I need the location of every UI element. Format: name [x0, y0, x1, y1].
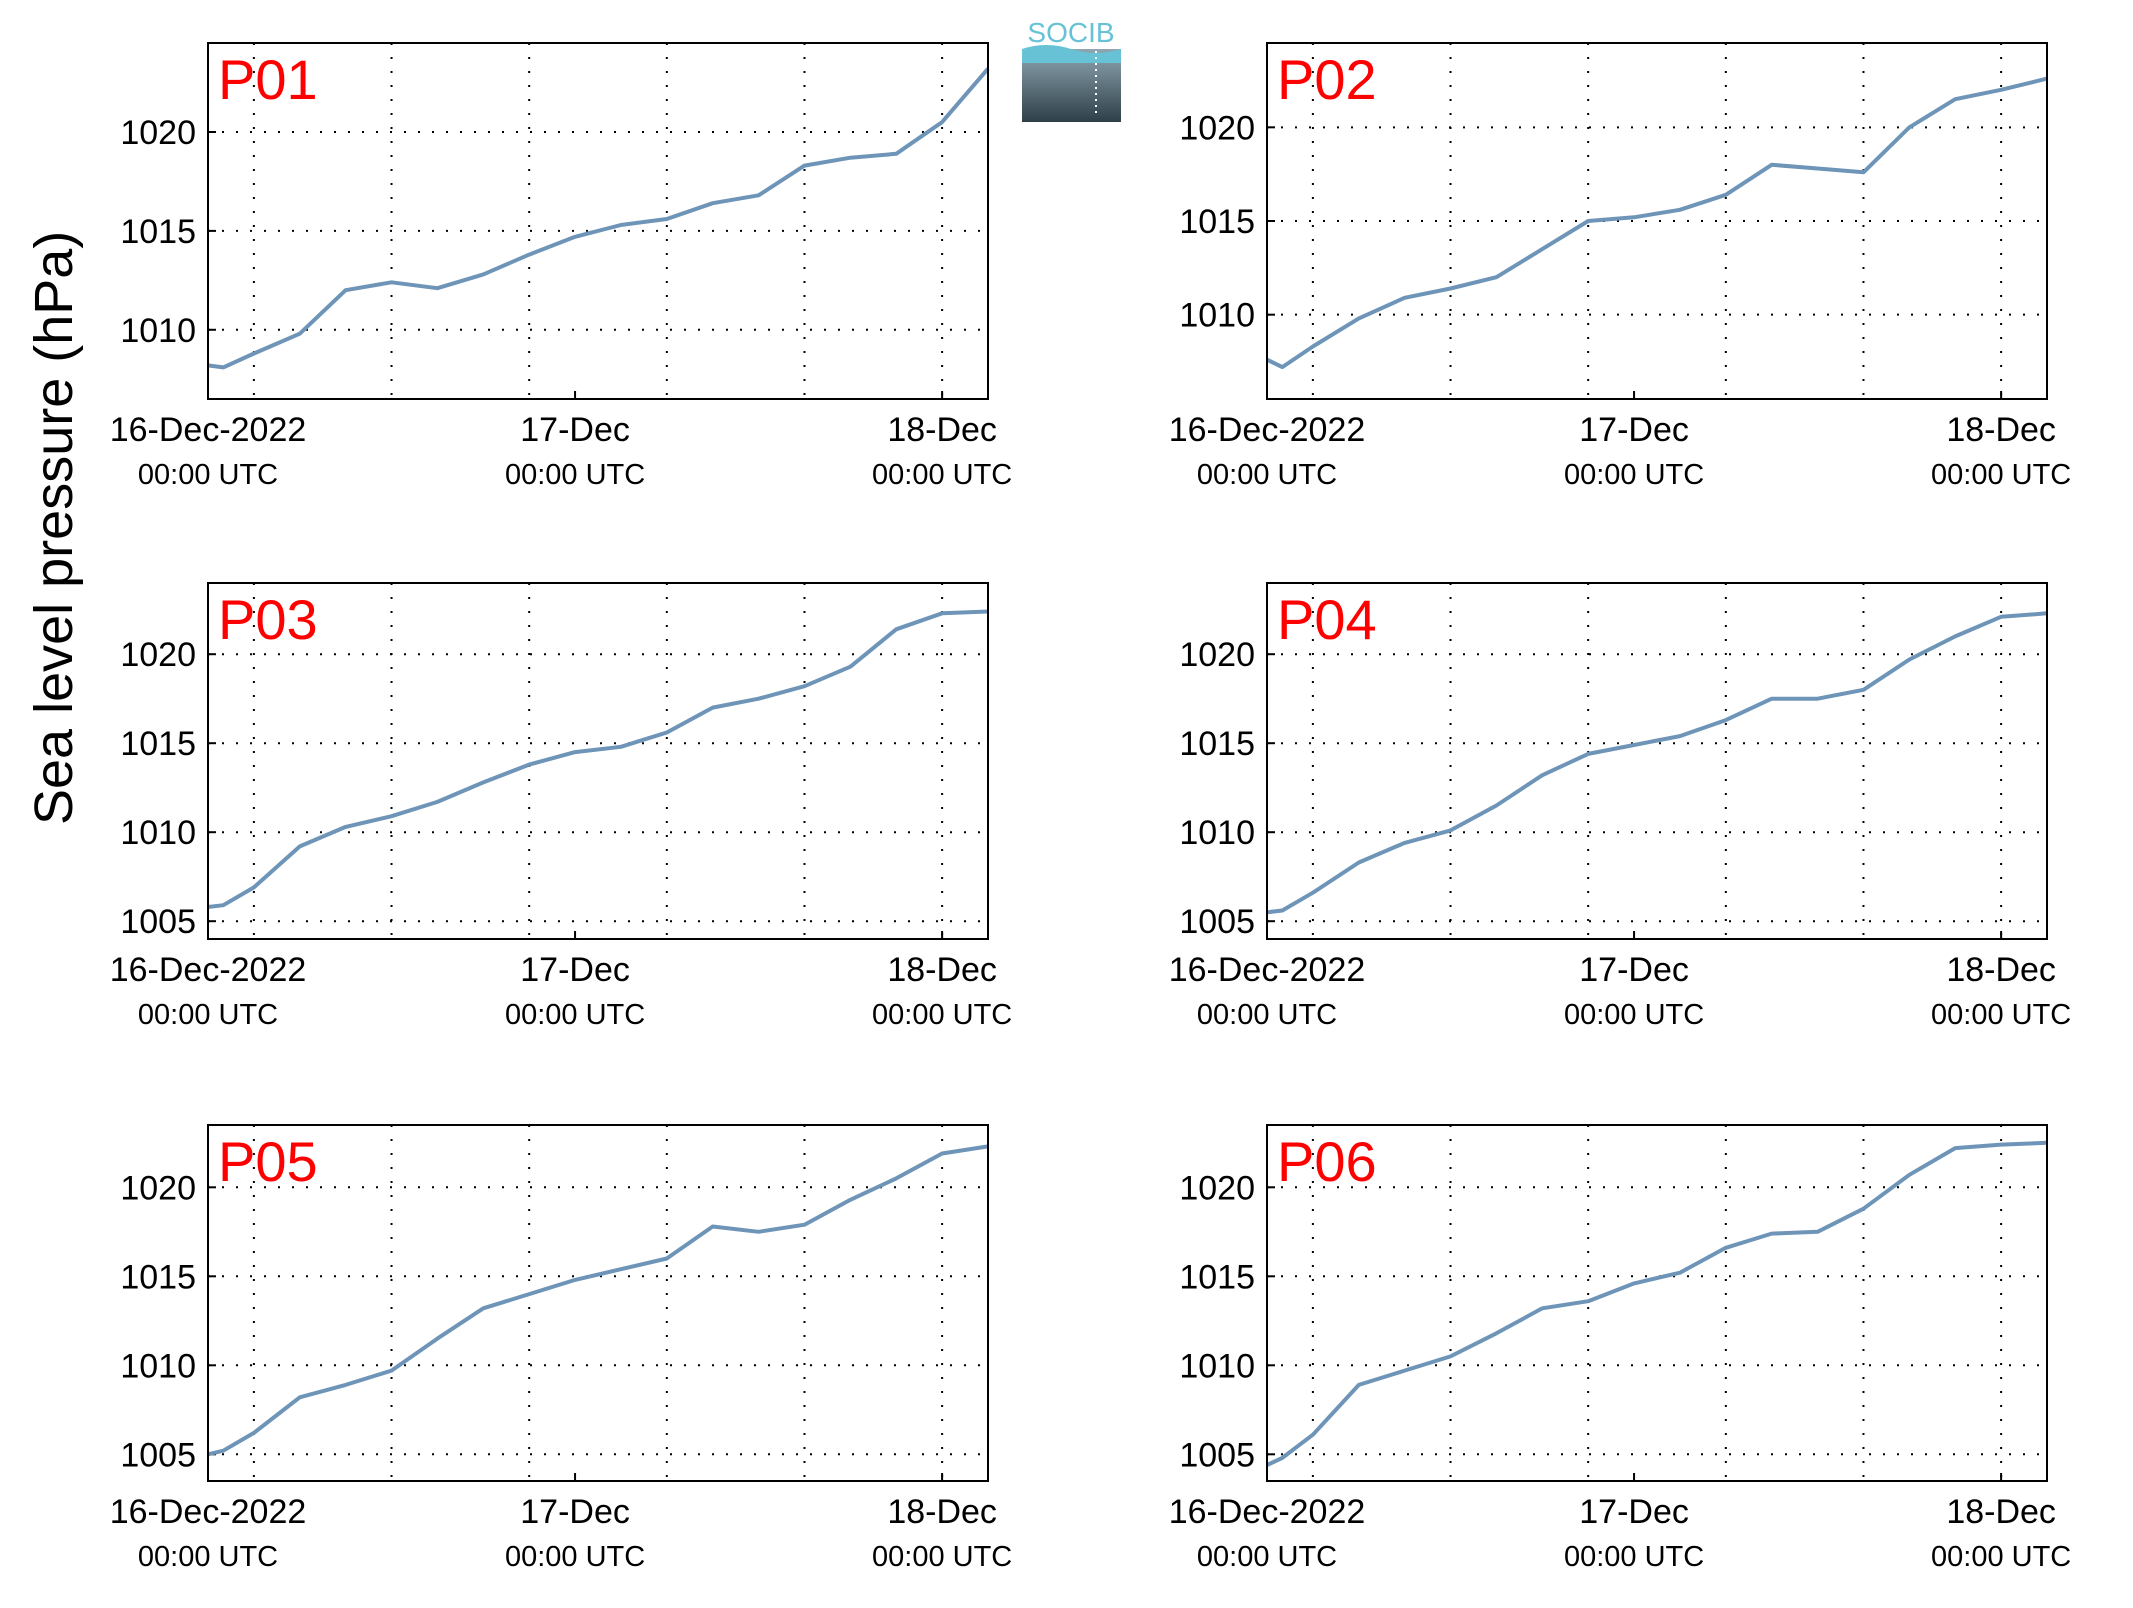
- panel-p03: 1005 1010 1015 1020 16-Dec-2022 00:00 UTC 17-D…: [110, 582, 1012, 1031]
- x-tick-time-label: 00:00 UTC: [1197, 459, 1337, 491]
- axes-frame: [1266, 1124, 2048, 1482]
- x-tick-date-label: 18-Dec: [887, 1493, 997, 1531]
- x-tick-time-label: 00:00 UTC: [1564, 1541, 1704, 1573]
- x-tick-date-label: 18-Dec: [1946, 1493, 2056, 1531]
- x-tick-time-label: 00:00 UTC: [1931, 1541, 2071, 1573]
- x-tick-date-label: 17-Dec: [1579, 951, 1689, 989]
- y-tick-label: 1015: [120, 1258, 196, 1296]
- y-tick-label: 1015: [1179, 725, 1255, 763]
- y-tick-label: 1015: [1179, 203, 1255, 241]
- x-tick-time-label: 00:00 UTC: [1564, 999, 1704, 1031]
- socib-logo-text: SOCIB: [1027, 17, 1114, 48]
- panel-label: P05: [218, 1130, 318, 1193]
- x-tick-date-label: 16-Dec-2022: [110, 1493, 307, 1531]
- x-tick-date-label: 18-Dec: [1946, 951, 2056, 989]
- x-tick-date-label: 17-Dec: [520, 1493, 630, 1531]
- y-tick-label: 1010: [120, 1347, 196, 1385]
- y-tick-label: 1015: [120, 725, 196, 763]
- panel-label: P02: [1277, 48, 1377, 111]
- axes-frame: [1266, 582, 2048, 940]
- x-tick-date-label: 18-Dec: [1946, 411, 2056, 449]
- x-tick-time-label: 00:00 UTC: [505, 999, 645, 1031]
- x-tick-time-label: 00:00 UTC: [1931, 999, 2071, 1031]
- x-tick-time-label: 00:00 UTC: [1564, 459, 1704, 491]
- y-tick-label: 1005: [1179, 1436, 1255, 1474]
- y-tick-label: 1020: [120, 636, 196, 674]
- x-tick-date-label: 16-Dec-2022: [1169, 951, 1366, 989]
- axes-frame: [207, 1124, 989, 1482]
- panel-p06: 1005 1010 1015 1020 16-Dec-2022 00:00 UTC 17-D…: [1169, 1124, 2071, 1573]
- x-tick-date-label: 16-Dec-2022: [110, 951, 307, 989]
- x-tick-date-label: 17-Dec: [1579, 411, 1689, 449]
- y-tick-label: 1010: [1179, 814, 1255, 852]
- y-tick-label: 1015: [120, 213, 196, 251]
- socib-logo: SOCIB: [1022, 17, 1121, 122]
- y-tick-label: 1020: [1179, 636, 1255, 674]
- x-tick-date-label: 16-Dec-2022: [1169, 411, 1366, 449]
- pressure-series-line: [207, 1144, 989, 1457]
- y-tick-label: 1010: [120, 814, 196, 852]
- pressure-series-line: [207, 67, 990, 370]
- x-tick-time-label: 00:00 UTC: [138, 1541, 278, 1573]
- axes-frame: [207, 42, 989, 400]
- x-tick-date-label: 17-Dec: [1579, 1493, 1689, 1531]
- x-tick-date-label: 17-Dec: [520, 951, 630, 989]
- panel-p04: 1005 1010 1015 1020 16-Dec-2022 00:00 UTC 17-D…: [1169, 582, 2071, 1031]
- y-tick-label: 1010: [1179, 297, 1255, 335]
- panel-label: P06: [1277, 1130, 1377, 1193]
- x-tick-time-label: 00:00 UTC: [1197, 999, 1337, 1031]
- y-tick-label: 1020: [1179, 1169, 1255, 1207]
- pressure-series-line: [1266, 76, 2048, 370]
- y-tick-label: 1010: [120, 312, 196, 350]
- panel-label: P03: [218, 588, 318, 651]
- y-tick-label: 1020: [120, 1169, 196, 1207]
- panel-p01: 1010 1015 1020 16-Dec-2022 00:00 UTC 17-Dec 00…: [110, 42, 1012, 491]
- x-tick-time-label: 00:00 UTC: [872, 459, 1012, 491]
- x-tick-time-label: 00:00 UTC: [1931, 459, 2071, 491]
- x-tick-date-label: 16-Dec-2022: [110, 411, 307, 449]
- pressure-series-line: [1266, 1140, 2048, 1467]
- y-tick-label: 1005: [120, 1436, 196, 1474]
- panel-p05: 1005 1010 1015 1020 16-Dec-2022 00:00 UTC 17-D…: [110, 1124, 1012, 1573]
- x-tick-time-label: 00:00 UTC: [138, 459, 278, 491]
- x-tick-date-label: 18-Dec: [887, 951, 997, 989]
- panel-label: P04: [1277, 588, 1377, 651]
- y-tick-label: 1020: [1179, 109, 1255, 147]
- panel-label: P01: [218, 48, 318, 111]
- panel-p02: 1010 1015 1020 16-Dec-2022 00:00 UTC 17-Dec 00…: [1169, 42, 2071, 491]
- pressure-series-line: [1266, 611, 2048, 915]
- x-tick-date-label: 18-Dec: [887, 411, 997, 449]
- x-tick-date-label: 16-Dec-2022: [1169, 1493, 1366, 1531]
- x-tick-time-label: 00:00 UTC: [138, 999, 278, 1031]
- y-axis-label: Sea level pressure (hPa): [24, 231, 84, 825]
- pressure-series-line: [207, 609, 989, 909]
- x-tick-time-label: 00:00 UTC: [505, 1541, 645, 1573]
- x-tick-time-label: 00:00 UTC: [872, 1541, 1012, 1573]
- y-tick-label: 1015: [1179, 1258, 1255, 1296]
- axes-frame: [1266, 42, 2048, 400]
- x-tick-time-label: 00:00 UTC: [1197, 1541, 1337, 1573]
- y-tick-label: 1020: [120, 114, 196, 152]
- x-tick-time-label: 00:00 UTC: [505, 459, 645, 491]
- y-tick-label: 1005: [120, 903, 196, 941]
- y-tick-label: 1005: [1179, 903, 1255, 941]
- x-tick-date-label: 17-Dec: [520, 411, 630, 449]
- y-tick-label: 1010: [1179, 1347, 1255, 1385]
- axes-frame: [207, 582, 989, 940]
- x-tick-time-label: 00:00 UTC: [872, 999, 1012, 1031]
